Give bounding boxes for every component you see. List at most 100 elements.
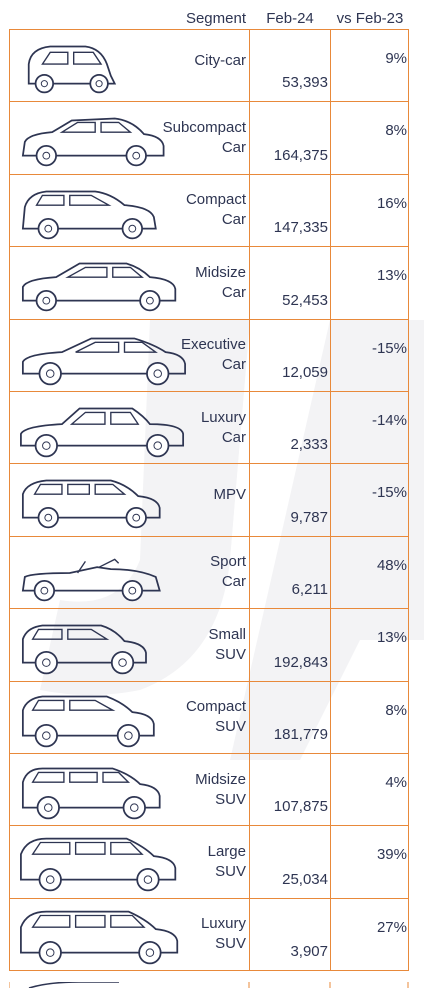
- segment-label-line: Car: [221, 211, 246, 229]
- grid-line: [249, 753, 250, 826]
- table-row: Sport Car 6,211 48%: [9, 536, 409, 610]
- sales-value: 53,393: [282, 74, 328, 92]
- subcompact-car-icon: [21, 118, 165, 167]
- grid-line: [249, 681, 250, 753]
- table-row: City-car 53,393 9%: [9, 30, 409, 103]
- grid-line: [9, 102, 10, 174]
- grid-line: [408, 247, 409, 319]
- table-row: Subcompact Car 164,375 8%: [9, 102, 409, 175]
- grid-line: [9, 681, 10, 753]
- sales-value: 2,333: [290, 436, 328, 454]
- segment-label-line: Car: [221, 428, 246, 446]
- change-value: -15%: [371, 484, 407, 502]
- grid-line: [9, 464, 10, 536]
- table-row: Compact SUV 181,779 8%: [9, 681, 409, 754]
- segment-label: Small SUV: [208, 609, 246, 680]
- grid-line: [330, 174, 331, 247]
- sales-value: 6,211: [291, 581, 328, 599]
- sales-value: 3,907: [290, 943, 328, 961]
- segment-label-line: MPV: [213, 486, 246, 504]
- luxury-suv-icon: [20, 910, 179, 964]
- sales-value: 25,034: [282, 870, 328, 888]
- grid-line: [9, 391, 10, 464]
- sales-value: 181,779: [273, 725, 328, 743]
- table-row: Midsize Car 52,453 13%: [9, 247, 409, 320]
- header-period: Feb-24: [266, 10, 314, 27]
- change-value: 39%: [376, 846, 407, 864]
- table-row: Luxury SUV 3,907 27%: [9, 898, 409, 972]
- change-value: 16%: [376, 194, 407, 212]
- grid-line: [408, 826, 409, 898]
- grid-line: [408, 681, 409, 753]
- grid-line: [9, 536, 10, 609]
- compact-suv-icon: [21, 695, 155, 747]
- change-value: 9%: [385, 50, 407, 67]
- segment-label: Luxury SUV: [201, 899, 246, 970]
- grid-line: [9, 247, 10, 319]
- segment-label-line: Executive: [180, 336, 246, 354]
- segment-label-line: Subcompact: [162, 119, 246, 137]
- segment-label: Luxury Car: [201, 392, 246, 463]
- midsize-suv-icon: [21, 767, 161, 820]
- segment-label-line: City-car: [194, 51, 246, 69]
- grid-line: [408, 174, 409, 247]
- table-row: Compact Car 147,335 16%: [9, 174, 409, 248]
- grid-line: [330, 681, 331, 753]
- compact-car-icon: [21, 190, 157, 240]
- segment-label-line: SUV: [215, 790, 246, 808]
- grid-line: [249, 464, 250, 536]
- grid-line: [330, 102, 331, 174]
- grid-line: [408, 753, 409, 826]
- executive-car-icon: [21, 337, 186, 385]
- sales-value: 12,059: [282, 363, 328, 381]
- table-row: MPV 9,787 -15%: [9, 464, 409, 537]
- grid-line: [249, 30, 250, 102]
- grid-line: [330, 247, 331, 319]
- segment-label: Sport Car: [210, 537, 246, 608]
- segment-label-line: Midsize: [195, 770, 246, 788]
- grid-line: [330, 536, 331, 609]
- segment-label: Compact Car: [186, 175, 246, 246]
- grid-line: [9, 609, 10, 681]
- sales-value: 164,375: [273, 146, 328, 164]
- grid-line: [9, 898, 10, 971]
- sport-car-icon: [21, 558, 161, 602]
- header-segment: Segment: [185, 10, 246, 27]
- segment-label-line: SUV: [215, 862, 246, 880]
- midsize-car-icon: [21, 262, 177, 312]
- grid-line: [249, 609, 250, 681]
- table-row: Large SUV 25,034 39%: [9, 826, 409, 899]
- segment-label-line: Car: [221, 139, 246, 157]
- luxury-car-icon: [20, 407, 185, 458]
- segment-label-line: Sport: [210, 553, 246, 571]
- grid-line: [330, 464, 331, 536]
- sales-value: 52,453: [282, 291, 328, 309]
- segment-label-line: Midsize: [195, 263, 246, 281]
- sales-value: 107,875: [273, 798, 328, 816]
- small-suv-icon: [21, 624, 147, 675]
- change-value: 27%: [376, 918, 407, 936]
- segment-label: Midsize Car: [195, 247, 246, 318]
- grid-line: [408, 609, 409, 681]
- grid-line: [408, 319, 409, 391]
- segment-label: Midsize SUV: [195, 754, 246, 825]
- segment-label-line: Car: [221, 573, 246, 591]
- grid-line: [249, 536, 250, 609]
- grid-line: [249, 319, 250, 391]
- change-value: 48%: [376, 556, 407, 574]
- segment-label-line: SUV: [215, 935, 246, 953]
- sales-value: 147,335: [273, 219, 328, 237]
- grid-line: [249, 174, 250, 247]
- segment-label-line: Car: [221, 283, 246, 301]
- change-value: -15%: [371, 339, 407, 357]
- grid-line: [408, 102, 409, 174]
- grid-line: [330, 753, 331, 826]
- grid-line: [9, 30, 10, 102]
- grid-line: [408, 464, 409, 536]
- sales-value: 9,787: [290, 508, 328, 526]
- grid-line: [249, 898, 250, 971]
- change-value: 4%: [385, 773, 407, 791]
- mpv-icon: [21, 479, 161, 529]
- segment-label-line: Compact: [185, 698, 246, 716]
- grid-line: [408, 30, 409, 102]
